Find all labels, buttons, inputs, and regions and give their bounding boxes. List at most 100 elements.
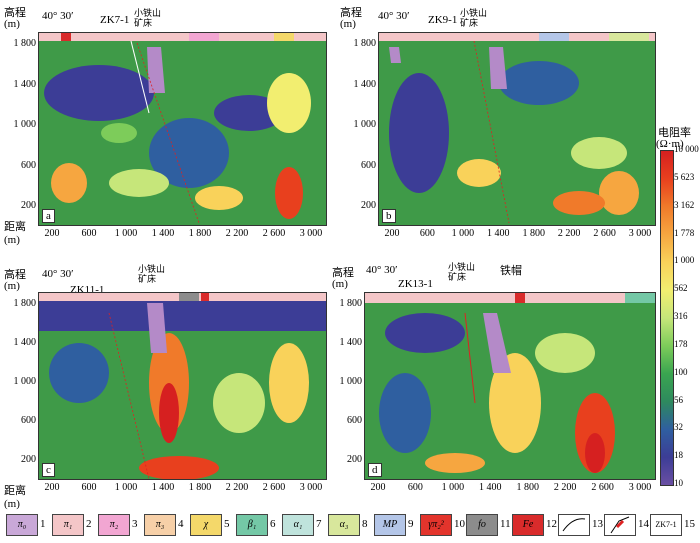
elev-label: 高程	[4, 269, 26, 281]
x-tick-label: 2 200	[553, 482, 577, 493]
panel-angle: 40° 30′	[42, 268, 74, 280]
y-tick-label: 1 400	[339, 337, 363, 348]
x-tick-label: 2 600	[593, 228, 616, 239]
y-tick-label: 1 800	[13, 38, 37, 49]
x-tick-label: 1 400	[487, 228, 510, 239]
deposit-label-text: 小铁山 矿床	[460, 8, 488, 28]
panel-d: 高程 (m) 40° 30′ ZK13-1 小铁山 矿床 铁帽 d	[330, 262, 665, 514]
x-tick-label: 2 200	[225, 228, 249, 239]
resistivity-map	[39, 33, 326, 225]
drill-hole-label: ZK7-1	[100, 14, 130, 26]
resistivity-map	[379, 33, 655, 225]
legend-number: 2	[86, 518, 92, 530]
legend-item: π₂ 3	[98, 514, 144, 536]
resistivity-section: b	[378, 32, 656, 226]
colorbar-tick-label: 10 000	[674, 144, 699, 154]
legend-item: 13	[558, 514, 604, 536]
panel-b: 高程 (m) 40° 30′ ZK9-1 小铁山 矿床 b	[340, 0, 665, 262]
legend-number: 1	[40, 518, 46, 530]
x-tick-label: 1 400	[151, 482, 175, 493]
colorbar-tick-label: 5 623	[674, 171, 695, 182]
legend-swatch: Fe	[512, 514, 544, 536]
y-tick-label: 600	[21, 415, 36, 426]
legend-swatch: π₃	[144, 514, 176, 536]
deposit-label: 小铁山 矿床	[134, 8, 161, 28]
legend-item: 14	[604, 514, 650, 536]
colorbar-tick-label: 10	[674, 478, 683, 488]
y-tick-label: 600	[361, 159, 376, 171]
panel-c: 40° 30′ ZK11-1 小铁山 矿床 c	[0, 262, 345, 514]
ore-body-icon	[604, 514, 636, 536]
resistivity-section: d	[364, 292, 656, 480]
deposit-label-text: 小铁山 矿床	[138, 264, 166, 284]
dist-unit: (m)	[4, 234, 20, 246]
legend-number: 6	[270, 518, 276, 530]
x-tick-label: 200	[44, 482, 60, 493]
drill-hole-label: ZK13-1	[398, 278, 433, 290]
y-tick-label: 1 800	[13, 298, 37, 309]
elev-unit: (m)	[4, 18, 20, 30]
legend-item: α₃ 8	[328, 514, 374, 536]
y-tick-label: 1 000	[13, 376, 37, 387]
legend-item: MP 9	[374, 514, 420, 536]
iron-cap-label: 铁帽	[500, 265, 522, 277]
panel-letter: a	[42, 209, 55, 223]
y-tick-label: 1 400	[13, 337, 37, 348]
resistivity-section: c	[38, 292, 327, 480]
elev-label: 高程	[340, 7, 362, 19]
y-tick-label: 200	[21, 454, 36, 465]
x-tick-label: 1 000	[451, 228, 475, 239]
deposit-label-text: 小铁山 矿床	[448, 262, 476, 282]
x-tick-label: 600	[419, 228, 435, 239]
legend-item: β₁ 6	[236, 514, 282, 536]
colorbar-tick-label: 18	[674, 450, 683, 461]
x-tick-label: 1 000	[114, 228, 138, 239]
legend-swatch: γπ₂²	[420, 514, 452, 536]
x-tick-label: 3 000	[628, 482, 652, 493]
panel-angle: 40° 30′	[378, 10, 410, 22]
y-tick-label: 200	[361, 200, 376, 211]
colorbar-tick-label: 32	[674, 422, 683, 433]
y-tick-label: 1 400	[13, 78, 37, 90]
legend-item: ZK7-1 15	[650, 514, 696, 536]
deposit-label-text: 小铁山 矿床	[134, 8, 162, 28]
resistivity-section: a	[38, 32, 327, 226]
legend-swatch: α₁	[282, 514, 314, 536]
legend-swatch: π₀	[6, 514, 38, 536]
x-tick-label: 3 000	[299, 482, 323, 493]
y-tick-label: 600	[347, 415, 362, 426]
x-tick-label: 200	[384, 228, 400, 239]
y-tick-label: 1 800	[339, 298, 363, 309]
x-tick-label: 600	[81, 482, 97, 493]
y-tick-label: 200	[21, 200, 36, 211]
contact-line-icon	[558, 514, 590, 536]
y-tick-label: 1 000	[353, 119, 377, 130]
x-tick-label: 2 200	[557, 228, 581, 239]
colorbar-tick-label: 56	[674, 394, 683, 405]
elev-label: 高程	[4, 7, 26, 19]
legend-number: 5	[224, 518, 230, 530]
x-tick-label: 600	[407, 482, 423, 493]
y-tick-label: 1 000	[13, 119, 37, 130]
deposit-label: 小铁山 矿床	[448, 262, 475, 282]
panel-angle: 40° 30′	[42, 10, 74, 22]
x-tick-label: 2 200	[225, 482, 249, 493]
panel-a: 高程 (m) 40° 30′ ZK7-1 小铁山 矿床 a	[0, 0, 345, 262]
legend-swatch: β₁	[236, 514, 268, 536]
colorbar-tick-label: 316	[674, 311, 688, 321]
resistivity-map	[39, 293, 326, 479]
x-tick-label: 3 000	[628, 228, 652, 239]
elev-label: 高程	[332, 267, 354, 279]
legend-item: π₁ 2	[52, 514, 98, 536]
dist-unit: (m)	[4, 498, 20, 510]
x-tick-label: 200	[44, 228, 60, 239]
dist-label: 距离	[4, 485, 26, 497]
colorbar-title: 电阻率	[658, 127, 691, 139]
x-tick-label: 2 600	[262, 228, 286, 239]
legend-swatch: fo	[466, 514, 498, 536]
legend-number: 11	[500, 518, 511, 530]
y-tick-label: 1 000	[339, 376, 363, 387]
panel-angle: 40° 30′	[366, 264, 398, 276]
x-tick-label: 3 000	[299, 228, 323, 239]
